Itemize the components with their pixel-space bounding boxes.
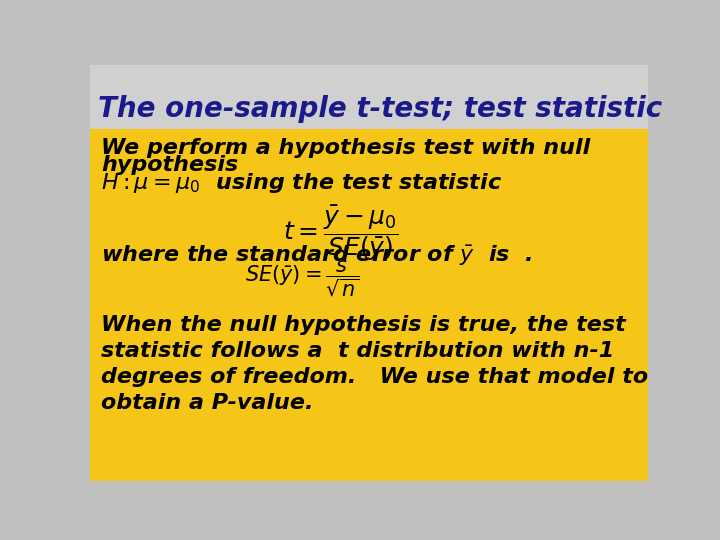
Text: We perform a hypothesis test with null: We perform a hypothesis test with null: [101, 138, 590, 158]
Text: degrees of freedom.   We use that model to: degrees of freedom. We use that model to: [101, 367, 648, 387]
Text: where the standard error of $\bar{y}$  is  .: where the standard error of $\bar{y}$ is…: [101, 244, 533, 268]
Text: $SE(\bar{y}) = \dfrac{s}{\sqrt{n}}$: $SE(\bar{y}) = \dfrac{s}{\sqrt{n}}$: [245, 259, 359, 299]
Text: When the null hypothesis is true, the test: When the null hypothesis is true, the te…: [101, 315, 626, 335]
FancyBboxPatch shape: [90, 129, 648, 481]
FancyBboxPatch shape: [90, 65, 648, 129]
Text: obtain a P-value.: obtain a P-value.: [101, 393, 314, 413]
Text: $t = \dfrac{\bar{y} - \mu_0}{SE(\bar{y})}$: $t = \dfrac{\bar{y} - \mu_0}{SE(\bar{y})…: [283, 203, 399, 263]
Text: hypothesis: hypothesis: [101, 156, 238, 176]
Text: $H : \mu = \mu_0$  using the test statistic: $H : \mu = \mu_0$ using the test statist…: [101, 171, 502, 195]
Text: The one-sample t-test; test statistic: The one-sample t-test; test statistic: [98, 95, 662, 123]
Text: statistic follows a  t distribution with n-1: statistic follows a t distribution with …: [101, 341, 614, 361]
